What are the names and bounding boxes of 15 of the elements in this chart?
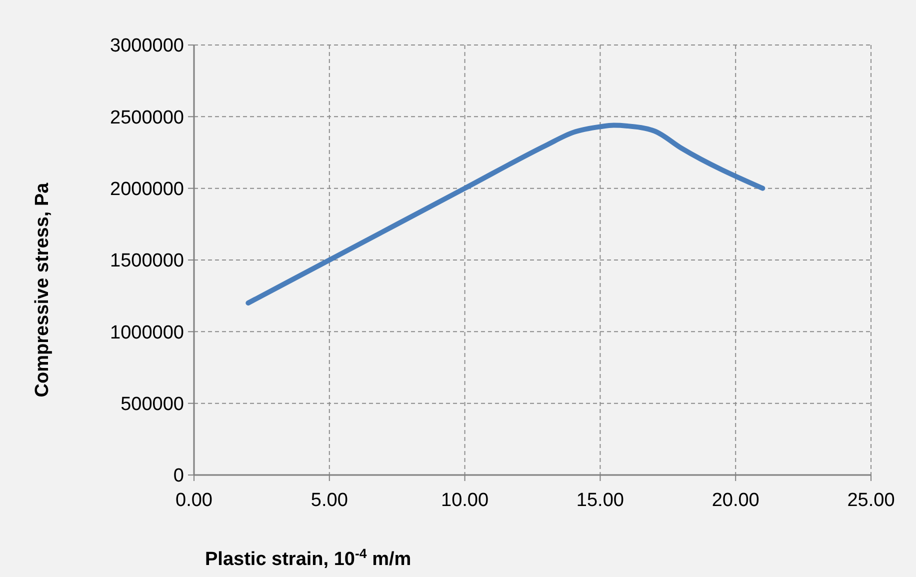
y-axis-title: Compressive stress, Pa	[32, 182, 53, 398]
y-tick-label: 1500000	[110, 250, 184, 272]
x-tick-label: 20.00	[712, 490, 760, 511]
x-tick-label: 10.00	[441, 490, 489, 511]
y-tick-label: 0	[173, 466, 184, 487]
x-tick-label: 5.00	[310, 490, 348, 511]
x-axis-title: Plastic strain, 10$^{-4}$ m/m	[205, 546, 412, 570]
y-tick-label: 1000000	[110, 322, 184, 344]
y-tick-label: 2500000	[110, 107, 184, 128]
y-tick-label: 500000	[120, 394, 184, 415]
y-tick-label: 2000000	[110, 178, 184, 200]
x-tick-label: 15.00	[576, 490, 624, 511]
x-tick-label: 0.00	[176, 490, 212, 511]
y-tick-label: 3000000	[110, 36, 184, 57]
x-tick-label: 25.00	[847, 490, 895, 511]
